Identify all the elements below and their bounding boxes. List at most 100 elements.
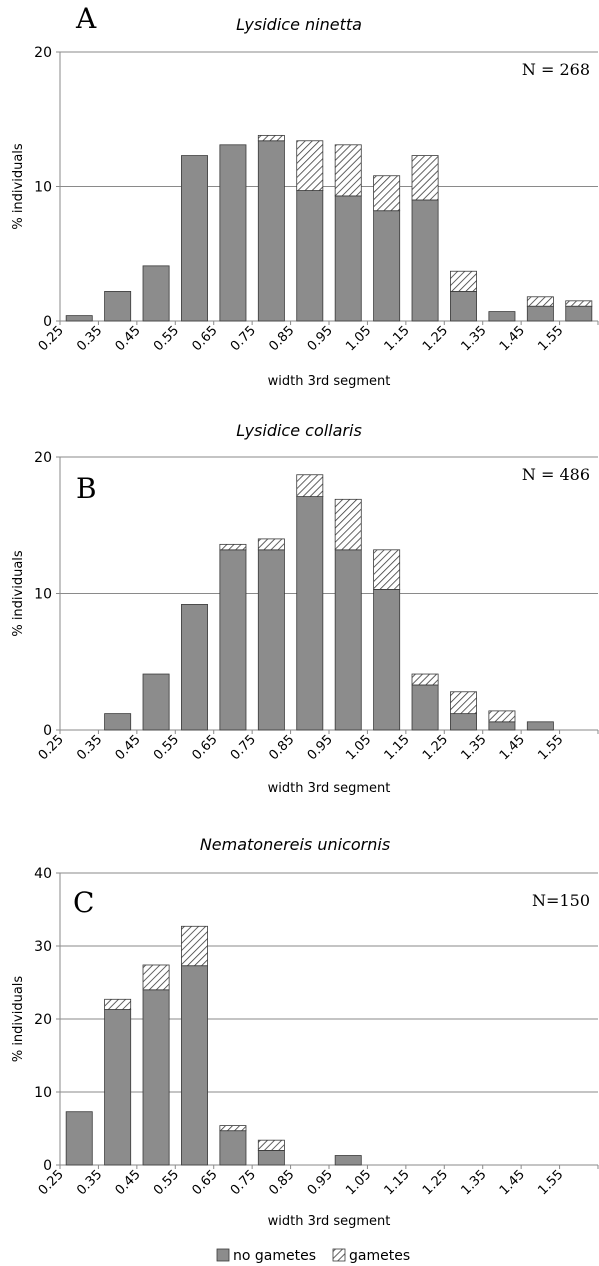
legend: no gametes gametes [216,1248,410,1264]
bar-gametes-0.65 [219,543,247,551]
bar-gametes-1.45 [526,296,554,307]
bar-gametes-1.25 [450,270,477,292]
bar-gametes-1.15 [411,155,439,201]
y-tick-label: 0 [43,314,52,330]
bar-no-gametes-0.25 [65,1111,93,1166]
chart-title: Lysidice collaris [236,421,362,440]
bar-no-gametes-0.95 [334,195,362,322]
bar-gametes-1.25 [450,691,477,715]
panel-letter: B [76,472,97,505]
x-tick-label: 1.25 [420,1167,451,1198]
y-axis-label: % individuals [11,550,26,637]
bar-gametes-1.35 [488,710,516,723]
bar-no-gametes-0.35 [104,291,132,322]
y-tick-label: 20 [34,450,52,466]
bar-no-gametes-1.35 [488,311,516,322]
x-tick-label: 1.05 [343,1167,374,1198]
bar-no-gametes-1.15 [411,199,439,322]
x-tick-label: 0.75 [228,1167,259,1198]
legend-swatch-no-gametes [216,1248,230,1262]
bar-no-gametes-0.75 [257,140,285,322]
x-tick-label: 1.35 [458,1167,489,1198]
bar-gametes-0.55 [181,925,208,967]
bar-gametes-0.65 [219,1125,247,1132]
bar-no-gametes-0.35 [104,713,132,731]
y-tick-label: 10 [34,587,52,603]
x-tick-label: 0.65 [189,323,220,354]
x-tick-label: 1.15 [382,323,413,354]
x-tick-label: 0.65 [189,1167,220,1198]
panel-letter: C [73,886,94,919]
x-tick-label: 1.55 [535,1167,566,1198]
bar-no-gametes-0.55 [181,604,208,731]
bar-no-gametes-1.45 [526,721,554,731]
bar-gametes-0.95 [334,498,362,551]
bar-gametes-0.75 [257,134,285,142]
bar-gametes-0.85 [296,140,324,191]
x-tick-label: 0.85 [266,1167,297,1198]
legend-label-no-gametes: no gametes [233,1248,316,1264]
bar-no-gametes-0.65 [219,1130,247,1166]
bar-no-gametes-0.95 [334,1155,362,1166]
x-tick-label: 1.55 [535,732,566,763]
bar-no-gametes-0.65 [219,549,247,731]
x-tick-label: 0.25 [36,732,67,763]
x-tick-label: 0.95 [305,1167,336,1198]
chart-panel-b: 0 10 20 0.25 0.35 0.45 0.55 0.65 0.75 0.85 0.95 1.0… [11,421,599,796]
legend-label-gametes: gametes [349,1248,410,1264]
bar-no-gametes-0.65 [219,144,247,322]
bar-gametes-1.55 [565,300,593,307]
y-tick-label: 20 [34,1012,52,1028]
x-tick-label: 0.45 [113,323,144,354]
y-axis-label: % individuals [11,976,26,1063]
sample-size-label: N = 486 [522,465,590,484]
x-tick-label: 1.25 [420,323,451,354]
legend-swatch-gametes [332,1248,346,1262]
bar-no-gametes-1.05 [373,210,401,322]
bar-no-gametes-0.75 [257,549,285,731]
x-tick-label: 0.65 [189,732,220,763]
x-tick-label: 1.05 [343,732,374,763]
bar-no-gametes-0.55 [181,155,208,322]
x-tick-label: 0.95 [305,323,336,354]
bar-gametes-0.75 [257,538,285,551]
x-tick-label: 1.45 [497,323,528,354]
chart-title: Lysidice ninetta [236,15,362,34]
x-tick-label: 1.55 [535,323,566,354]
bar-gametes-1.15 [411,673,439,686]
x-tick-label: 0.55 [151,323,182,354]
bar-gametes-1.05 [373,549,401,590]
chart-panel-c: 0 10 20 30 40 0.25 0.35 0.45 0.55 0.65 0.75 0.85 0.9… [11,835,599,1229]
bar-gametes-0.75 [257,1139,285,1151]
bar-gametes-0.95 [334,144,362,197]
bar-no-gametes-0.35 [104,1009,132,1166]
sample-size-label: N=150 [532,891,590,910]
x-tick-label: 1.15 [382,1167,413,1198]
y-tick-label: 10 [34,180,52,196]
x-tick-label: 0.25 [36,1167,67,1198]
bar-gametes-0.85 [296,474,324,497]
x-tick-label: 0.75 [228,732,259,763]
x-tick-label: 1.25 [420,732,451,763]
x-tick-label: 1.15 [382,732,413,763]
bar-no-gametes-0.75 [257,1150,285,1166]
bar-no-gametes-0.85 [296,190,324,322]
x-tick-label: 0.85 [266,732,297,763]
bar-no-gametes-0.55 [181,965,208,1166]
y-tick-label: 0 [43,1158,52,1174]
panel-letter: A [75,2,97,35]
y-tick-label: 40 [34,866,52,882]
x-axis-label: width 3rd segment [268,781,391,796]
y-tick-label: 0 [43,723,52,739]
bar-no-gametes-1.35 [488,721,516,731]
x-tick-label: 1.35 [458,732,489,763]
x-tick-label: 0.45 [113,1167,144,1198]
x-tick-label: 0.75 [228,323,259,354]
x-tick-label: 0.55 [151,1167,182,1198]
bar-gametes-1.05 [373,175,401,212]
x-tick-label: 0.35 [74,732,105,763]
bar-no-gametes-0.45 [142,989,170,1166]
x-tick-label: 0.25 [36,323,67,354]
x-tick-label: 0.95 [305,732,336,763]
